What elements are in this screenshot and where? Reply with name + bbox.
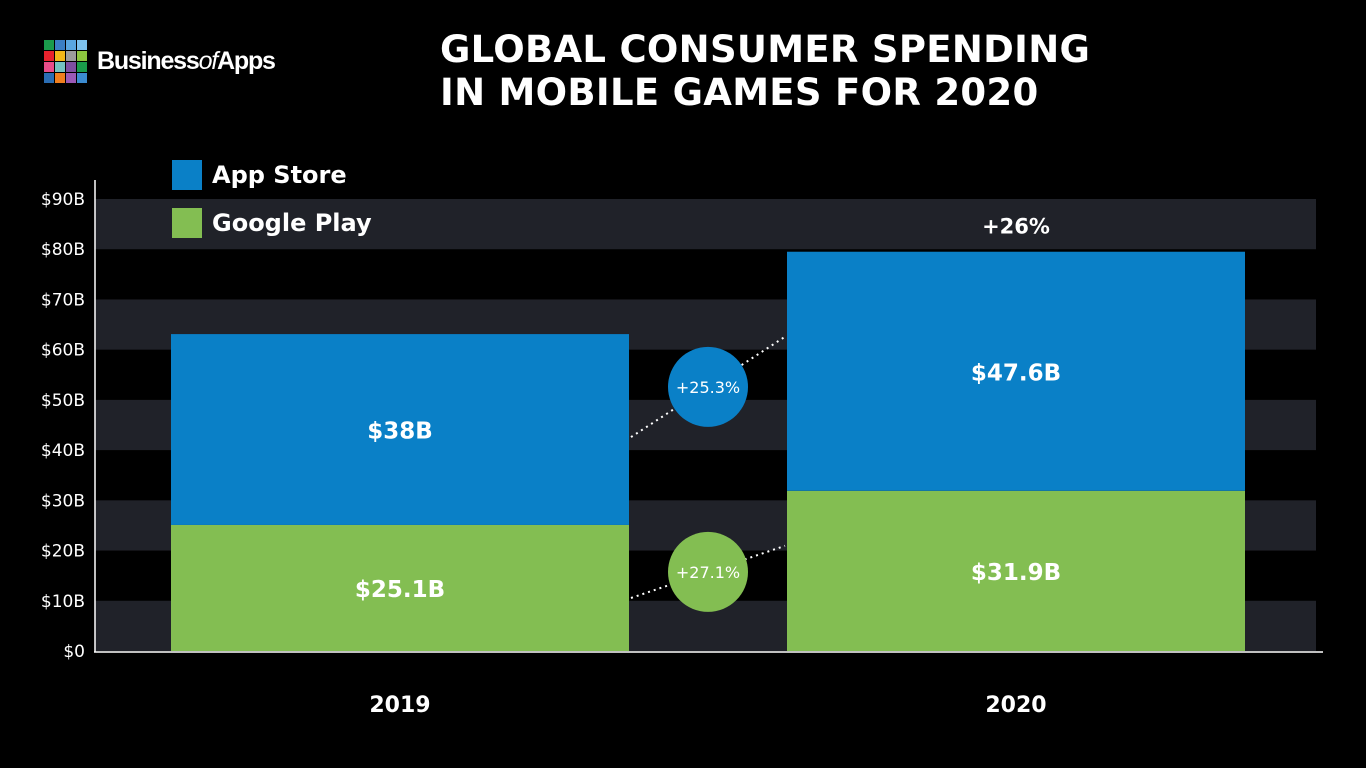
grid-band (95, 199, 1316, 250)
bar-value-label: $25.1B (355, 577, 445, 603)
legend-item: Google Play (172, 208, 372, 238)
y-tick-label: $90B (41, 190, 85, 210)
logo-square (55, 51, 65, 61)
brand-name-part1: Business (97, 47, 200, 75)
logo-square (66, 51, 76, 61)
total-growth-label: +26% (982, 215, 1050, 239)
y-tick-label: $0 (63, 642, 85, 662)
app-store-growth-label: +25.3% (676, 378, 740, 397)
logo-square (66, 73, 76, 83)
logo-square (66, 62, 76, 72)
brand-name-part2: of (198, 47, 219, 75)
logo-square (55, 40, 65, 50)
bar-value-label: $31.9B (971, 560, 1061, 586)
brand-name-part3: Apps (217, 47, 276, 75)
google-play-growth-label: +27.1% (676, 563, 740, 582)
y-tick-label: $80B (41, 240, 85, 260)
y-tick-label: $70B (41, 290, 85, 310)
logo-square (44, 73, 54, 83)
logo-square (55, 62, 65, 72)
x-tick-label: 2020 (985, 693, 1046, 718)
logo-square (77, 40, 87, 50)
logo-mark-icon (44, 40, 87, 83)
legend-swatch (172, 208, 202, 238)
brand-logo: BusinessofApps (44, 40, 276, 83)
legend-label: Google Play (212, 209, 372, 237)
logo-square (44, 40, 54, 50)
chart-title: GLOBAL CONSUMER SPENDING IN MOBILE GAMES… (440, 28, 1090, 114)
bar-app-store (171, 334, 629, 525)
chart-title-line1: GLOBAL CONSUMER SPENDING (440, 28, 1091, 71)
y-tick-label: $50B (41, 391, 85, 411)
chart-title-line2: IN MOBILE GAMES FOR 2020 (440, 71, 1039, 114)
bar-value-label: $38B (367, 419, 433, 445)
logo-square (55, 73, 65, 83)
y-tick-label: $20B (41, 542, 85, 562)
legend-label: App Store (212, 161, 347, 189)
y-tick-label: $40B (41, 441, 85, 461)
bar-app-store (787, 251, 1245, 491)
logo-square (66, 40, 76, 50)
logo-square (77, 62, 87, 72)
logo-square (44, 51, 54, 61)
legend-item: App Store (172, 160, 347, 190)
app-store-growth-circle (668, 346, 748, 427)
y-tick-label: $60B (41, 341, 85, 361)
google-play-growth-circle (668, 531, 748, 612)
logo-square (44, 62, 54, 72)
bar-google-play (787, 490, 1245, 651)
bar-google-play (171, 524, 629, 651)
logo-square (77, 51, 87, 61)
y-tick-label: $30B (41, 491, 85, 511)
y-tick-label: $10B (41, 592, 85, 612)
legend-swatch (172, 160, 202, 190)
x-tick-label: 2019 (369, 693, 430, 718)
brand-name: BusinessofApps (97, 47, 276, 76)
logo-square (77, 73, 87, 83)
bar-value-label: $47.6B (971, 360, 1061, 386)
